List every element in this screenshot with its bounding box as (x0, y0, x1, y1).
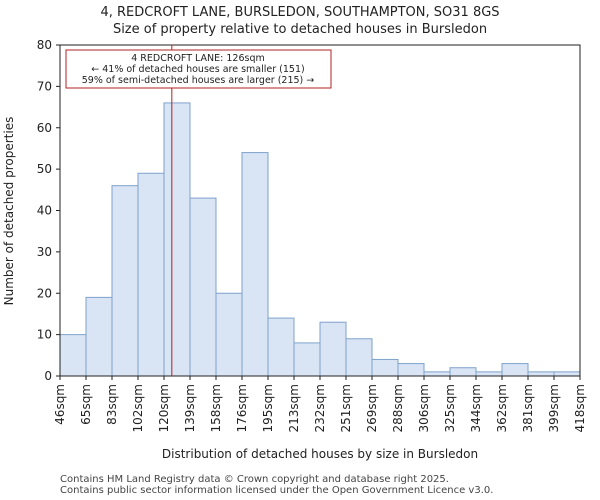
y-axis-label: Number of detached properties (2, 117, 16, 306)
x-tick-label-46sqm: 46sqm (53, 384, 67, 425)
x-tick-label-399sqm: 399sqm (547, 384, 561, 432)
bar-362sqm (501, 363, 529, 377)
bar-306sqm (423, 371, 451, 377)
annotation-line-1: 4 REDCROFT LANE: 126sqm (131, 53, 265, 64)
y-tick-label: 50 (37, 162, 52, 176)
chart-subtitle: Size of property relative to detached ho… (113, 22, 487, 37)
y-tick-label: 10 (37, 328, 52, 342)
bar-213sqm (293, 342, 321, 377)
x-tick-label-344sqm: 344sqm (469, 384, 483, 432)
x-tick-label-418sqm: 418sqm (573, 384, 587, 432)
x-tick-label-325sqm: 325sqm (443, 384, 457, 432)
x-tick-label-269sqm: 269sqm (365, 384, 379, 432)
y-tick-label: 0 (44, 369, 52, 383)
y-tick-label: 80 (37, 38, 52, 52)
annotation-box (65, 49, 332, 89)
bar-102sqm (137, 172, 165, 377)
x-tick-label-381sqm: 381sqm (521, 384, 535, 432)
annotation-line-3: 59% of semi-detached houses are larger (… (82, 75, 315, 86)
x-tick-label-306sqm: 306sqm (417, 384, 431, 432)
x-tick-label-83sqm: 83sqm (105, 384, 119, 425)
bar-120sqm (163, 102, 191, 377)
bar-46sqm (59, 334, 87, 377)
y-ticks-group: 0 10 20 30 40 50 60 70 80 (37, 38, 60, 383)
x-tick-label-288sqm: 288sqm (391, 384, 405, 432)
bar-83sqm (111, 185, 139, 377)
bar-325sqm (449, 367, 477, 377)
bar-399sqm (553, 371, 581, 377)
annotation-line-2: ← 41% of detached houses are smaller (15… (91, 64, 304, 75)
x-tick-label-176sqm: 176sqm (235, 384, 249, 432)
x-tick-label-65sqm: 65sqm (79, 384, 93, 425)
bar-195sqm (267, 317, 295, 377)
bar-251sqm (345, 338, 373, 377)
bar-269sqm (371, 358, 399, 377)
bar-65sqm (85, 296, 113, 377)
bar-176sqm (241, 152, 269, 377)
y-tick-label: 20 (37, 286, 52, 300)
x-tick-label-232sqm: 232sqm (313, 384, 327, 432)
y-tick-label: 30 (37, 245, 52, 259)
y-tick-label: 60 (37, 121, 52, 135)
x-tick-label-102sqm: 102sqm (131, 384, 145, 432)
x-tick-label-195sqm: 195sqm (261, 384, 275, 432)
x-tick-label-362sqm: 362sqm (495, 384, 509, 432)
chart-title: 4, REDCROFT LANE, BURSLEDON, SOUTHAMPTON… (100, 5, 499, 20)
plot-area-frame (59, 44, 581, 377)
x-ticks-group: 46sqm 65sqm 83sqm 102sqm 120sqm 139sqm 158sqm 1… (53, 376, 587, 432)
bar-344sqm (475, 371, 503, 377)
x-tick-label-158sqm: 158sqm (209, 384, 223, 432)
x-tick-label-213sqm: 213sqm (287, 384, 301, 432)
x-tick-label-251sqm: 251sqm (339, 384, 353, 432)
footer-line-2: Contains public sector information licen… (60, 485, 494, 496)
bar-158sqm (215, 292, 243, 377)
x-axis-label: Distribution of detached houses by size … (162, 447, 478, 461)
y-tick-label: 40 (37, 204, 52, 218)
x-tick-label-139sqm: 139sqm (183, 384, 197, 432)
bar-139sqm (189, 197, 217, 377)
bar-288sqm (397, 363, 425, 377)
footer-line-1: Contains HM Land Registry data © Crown c… (60, 474, 449, 485)
x-tick-label-120sqm: 120sqm (157, 384, 171, 432)
bars-group (59, 102, 581, 377)
bar-232sqm (319, 321, 347, 377)
y-tick-label: 70 (37, 79, 52, 93)
bar-381sqm (527, 371, 555, 377)
